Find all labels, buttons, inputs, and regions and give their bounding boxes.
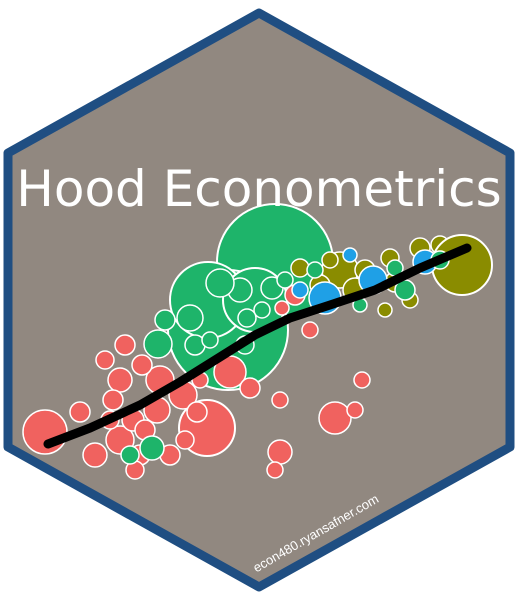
- green-bubble: [143, 329, 173, 359]
- trend-line: [43, 243, 472, 449]
- red-bubble: [346, 401, 364, 419]
- green-bubble: [120, 445, 140, 465]
- red-bubble: [102, 389, 124, 411]
- green-bubble: [205, 268, 235, 298]
- green-bubble: [176, 304, 204, 332]
- red-bubble: [114, 334, 136, 356]
- red-bubble: [131, 354, 153, 376]
- olive-bubble: [377, 302, 393, 318]
- red-bubble: [82, 442, 108, 468]
- olive-bubble: [321, 251, 339, 269]
- bubble-scatter-artwork: [22, 203, 493, 480]
- red-bubble: [22, 409, 68, 455]
- green-bubble: [154, 309, 176, 331]
- olive-bubble: [290, 258, 310, 278]
- bubble-layer: [22, 203, 493, 480]
- green-bubble: [306, 261, 324, 279]
- blue-bubble: [291, 281, 309, 299]
- sticker-title: Hood Econometrics: [16, 160, 501, 218]
- red-bubble: [107, 367, 133, 393]
- red-bubble: [186, 401, 208, 423]
- red-bubble: [266, 461, 284, 479]
- red-bubble: [274, 300, 290, 316]
- green-bubble: [276, 271, 294, 289]
- red-bubble: [95, 350, 115, 370]
- red-bubble: [175, 430, 195, 450]
- green-bubble: [201, 331, 219, 349]
- red-bubble: [353, 371, 371, 389]
- red-bubble: [69, 401, 91, 423]
- red-bubble: [271, 391, 289, 409]
- red-bubble: [267, 439, 293, 465]
- green-bubble: [237, 308, 257, 328]
- red-bubble: [318, 401, 352, 435]
- hex-border: [3, 8, 515, 592]
- red-bubble: [239, 377, 261, 399]
- green-bubble: [253, 301, 271, 319]
- blue-bubble: [342, 247, 358, 263]
- green-bubble: [139, 435, 165, 461]
- red-bubble: [301, 321, 319, 339]
